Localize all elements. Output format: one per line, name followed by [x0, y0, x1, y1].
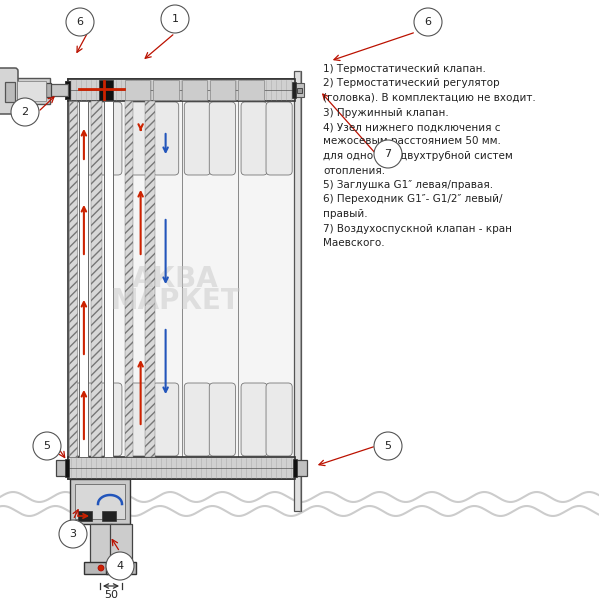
- Bar: [102, 511, 116, 521]
- Bar: [294, 71, 301, 511]
- Bar: [65, 459, 69, 477]
- Bar: [50, 84, 68, 96]
- FancyBboxPatch shape: [128, 383, 154, 456]
- Text: 3) Пружинный клапан.: 3) Пружинный клапан.: [323, 108, 449, 118]
- Text: 2) Термостатический регулятор: 2) Термостатический регулятор: [323, 79, 500, 88]
- Text: 6) Переходник G1″- G1/2″ левый/: 6) Переходник G1″- G1/2″ левый/: [323, 194, 503, 205]
- FancyBboxPatch shape: [266, 383, 292, 456]
- Bar: [210, 80, 235, 100]
- Bar: [292, 82, 296, 98]
- Text: 1) Термостатический клапан.: 1) Термостатический клапан.: [323, 64, 486, 74]
- Bar: [125, 101, 133, 457]
- Text: для одно или двухтрубной систем: для одно или двухтрубной систем: [323, 151, 513, 161]
- FancyBboxPatch shape: [96, 383, 122, 456]
- Circle shape: [106, 552, 134, 580]
- Text: 1: 1: [171, 14, 179, 24]
- Circle shape: [161, 5, 189, 33]
- Bar: [144, 101, 155, 457]
- Bar: [99, 80, 113, 100]
- Bar: [294, 83, 304, 97]
- Bar: [5, 82, 15, 102]
- Bar: [153, 80, 179, 100]
- Bar: [65, 81, 70, 99]
- Circle shape: [33, 432, 61, 460]
- FancyBboxPatch shape: [184, 102, 210, 175]
- Circle shape: [414, 8, 442, 36]
- Bar: [110, 524, 132, 564]
- Bar: [80, 101, 89, 457]
- Bar: [69, 101, 77, 457]
- Text: межосевым расстоянием 50 мм.: межосевым расстоянием 50 мм.: [323, 136, 501, 147]
- Text: 5: 5: [385, 441, 392, 451]
- Text: 4: 4: [116, 561, 123, 571]
- Bar: [75, 484, 125, 519]
- FancyBboxPatch shape: [241, 383, 267, 456]
- Circle shape: [112, 565, 118, 571]
- Bar: [17, 81, 46, 101]
- Text: 5) Заглушка G1″ левая/правая.: 5) Заглушка G1″ левая/правая.: [323, 180, 493, 190]
- Bar: [293, 459, 297, 477]
- FancyBboxPatch shape: [128, 102, 154, 175]
- FancyBboxPatch shape: [71, 102, 97, 175]
- Bar: [104, 101, 113, 457]
- Circle shape: [374, 432, 402, 460]
- Text: 3: 3: [69, 529, 77, 539]
- Circle shape: [374, 140, 402, 168]
- FancyBboxPatch shape: [71, 383, 97, 456]
- Bar: [56, 460, 68, 476]
- Text: 5: 5: [44, 441, 50, 451]
- Bar: [125, 80, 150, 100]
- Bar: [68, 79, 295, 101]
- Bar: [297, 88, 302, 93]
- Bar: [13, 78, 50, 104]
- FancyBboxPatch shape: [96, 102, 122, 175]
- FancyBboxPatch shape: [153, 102, 179, 175]
- FancyBboxPatch shape: [209, 383, 235, 456]
- Bar: [90, 524, 112, 564]
- Circle shape: [11, 98, 39, 126]
- Bar: [181, 80, 207, 100]
- Bar: [68, 79, 295, 479]
- Text: 7: 7: [385, 149, 392, 159]
- FancyBboxPatch shape: [153, 383, 179, 456]
- Circle shape: [98, 565, 104, 571]
- Text: МАРКЕТ: МАРКЕТ: [110, 287, 240, 315]
- Bar: [70, 479, 131, 524]
- Text: Маевского.: Маевского.: [323, 238, 385, 248]
- Text: 6: 6: [77, 17, 83, 27]
- Text: (головка). В комплектацию не входит.: (головка). В комплектацию не входит.: [323, 93, 536, 103]
- Text: отопления.: отопления.: [323, 166, 385, 175]
- FancyBboxPatch shape: [209, 102, 235, 175]
- Bar: [90, 101, 102, 457]
- Bar: [238, 80, 264, 100]
- Text: правый.: правый.: [323, 209, 368, 219]
- Circle shape: [59, 520, 87, 548]
- FancyBboxPatch shape: [266, 102, 292, 175]
- Bar: [295, 460, 307, 476]
- Bar: [46, 83, 51, 97]
- Text: 6: 6: [425, 17, 431, 27]
- Bar: [78, 511, 92, 521]
- Circle shape: [66, 8, 94, 36]
- FancyBboxPatch shape: [0, 68, 18, 114]
- FancyBboxPatch shape: [184, 383, 210, 456]
- Text: 4) Узел нижнего подключения с: 4) Узел нижнего подключения с: [323, 122, 501, 132]
- Text: 7) Воздухоспускной клапан - кран: 7) Воздухоспускной клапан - кран: [323, 224, 512, 233]
- Text: 50: 50: [104, 590, 118, 600]
- Text: 2: 2: [22, 107, 29, 117]
- Text: АКВА: АКВА: [132, 265, 219, 293]
- Bar: [68, 457, 295, 479]
- Bar: [106, 562, 136, 574]
- Bar: [84, 562, 118, 574]
- FancyBboxPatch shape: [241, 102, 267, 175]
